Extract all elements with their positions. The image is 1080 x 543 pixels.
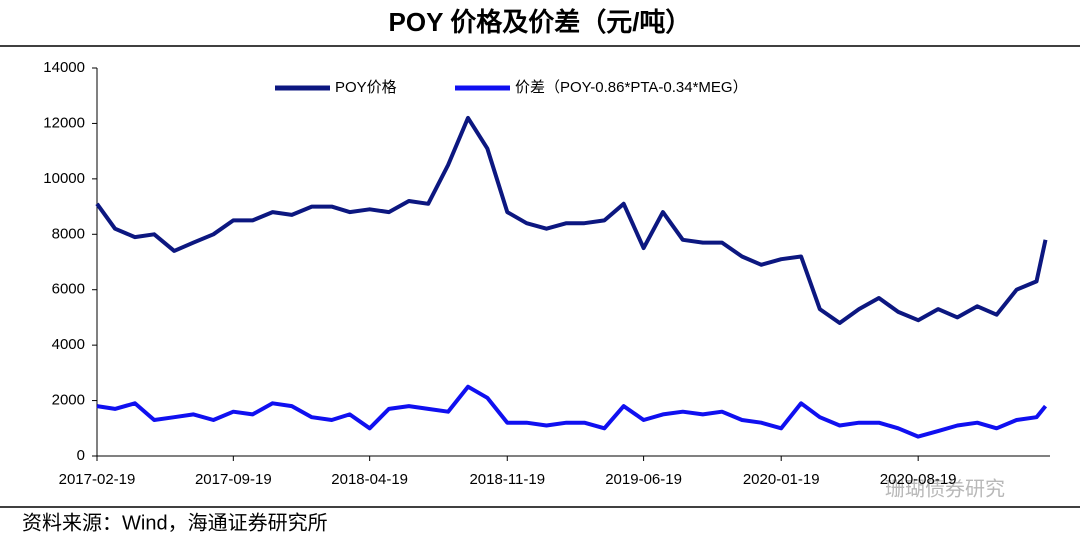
series-line xyxy=(96,384,1048,439)
x-tick-label: 2020-08-19 xyxy=(880,471,957,488)
x-tick-label: 2018-11-19 xyxy=(469,471,545,488)
x-tick-label: 2020-01-19 xyxy=(743,471,820,488)
y-tick-label: 12000 xyxy=(43,114,85,131)
x-tick-label: 2018-04-19 xyxy=(331,471,408,488)
series-line xyxy=(95,115,1048,325)
watermark: 珊瑚债券研究 xyxy=(885,477,1005,500)
chart-title: POY 价格及价差（元/吨） xyxy=(389,7,692,37)
y-tick-label: 14000 xyxy=(43,59,85,76)
x-tick-label: 2017-09-19 xyxy=(195,471,272,488)
y-tick-label: 10000 xyxy=(43,170,85,187)
source: 资料来源：Wind，海通证券研究所 xyxy=(22,511,328,534)
y-tick-label: 0 xyxy=(77,447,85,464)
y-tick-label: 8000 xyxy=(52,225,85,242)
x-tick-label: 2017-02-19 xyxy=(59,471,136,488)
y-tick-label: 6000 xyxy=(52,281,85,298)
x-tick-label: 2019-06-19 xyxy=(605,471,682,488)
legend-label: 价差（POY-0.86*PTA-0.34*MEG） xyxy=(515,79,748,96)
y-tick-label: 4000 xyxy=(52,336,85,353)
y-tick-label: 2000 xyxy=(52,392,85,409)
legend-label: POY价格 xyxy=(335,79,397,96)
